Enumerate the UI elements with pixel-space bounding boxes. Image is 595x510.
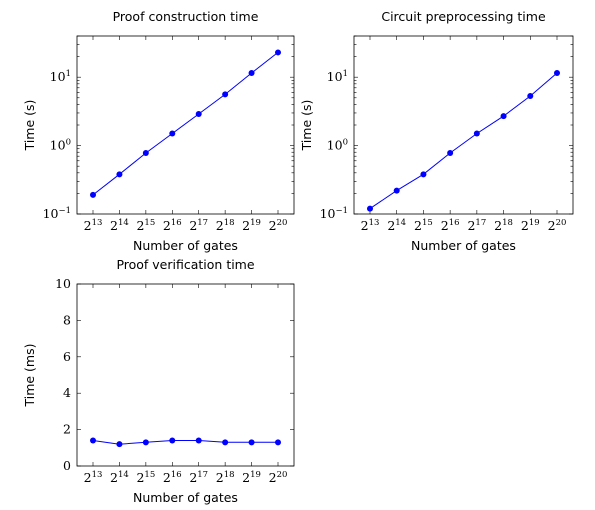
data-point <box>90 437 96 444</box>
y-tick-label: 100 <box>50 138 71 153</box>
data-point <box>248 70 255 77</box>
series-line <box>92 440 278 445</box>
data-point <box>420 171 427 178</box>
x-tick-label: 218 <box>216 218 235 233</box>
x-tick-label: 214 <box>110 218 129 233</box>
y-tick-label: 8 <box>63 312 71 327</box>
x-tick-label: 216 <box>163 218 182 233</box>
x-tick-label: 217 <box>189 218 208 233</box>
x-tick-label: 218 <box>494 218 513 233</box>
y-tick-label: 0 <box>63 458 71 473</box>
y-axis-label: Time (s) <box>299 100 314 152</box>
x-tick-label: 219 <box>521 218 540 233</box>
chart-title: Circuit preprocessing time <box>381 9 546 24</box>
x-tick-label: 213 <box>84 218 103 233</box>
x-tick-label: 220 <box>269 470 288 485</box>
chart-panel-2: Circuit preprocessing time Number of gate… <box>299 9 574 253</box>
y-tick-label: 6 <box>63 349 71 364</box>
data-point <box>169 130 176 137</box>
x-axis-label: Number of gates <box>133 238 238 253</box>
series-line <box>369 72 558 210</box>
data-point <box>248 439 255 446</box>
x-tick-label: 217 <box>189 470 208 485</box>
x-tick-label: 214 <box>387 218 406 233</box>
data-point <box>222 439 229 446</box>
data-point <box>195 110 202 117</box>
data-point <box>554 70 560 77</box>
y-tick-label: 100 <box>327 138 348 153</box>
y-axis-label: Time (ms) <box>22 343 37 407</box>
y-tick-label: 101 <box>327 69 348 84</box>
y-tick-label: 4 <box>63 385 71 400</box>
data-point <box>142 149 149 156</box>
x-tick-label: 216 <box>163 470 182 485</box>
data-point <box>367 205 373 212</box>
data-point <box>142 439 149 446</box>
x-tick-label: 215 <box>136 470 155 485</box>
data-point <box>275 439 281 446</box>
data-point <box>500 113 507 120</box>
x-tick-label: 216 <box>441 218 460 233</box>
x-tick-label: 215 <box>414 218 433 233</box>
chart-title: Proof verification time <box>116 257 254 272</box>
data-point <box>116 441 123 448</box>
data-point <box>527 93 534 100</box>
y-axis-label: Time (s) <box>22 100 37 152</box>
x-tick-label: 213 <box>84 470 103 485</box>
x-tick-label: 220 <box>548 218 567 233</box>
data-point <box>195 437 202 444</box>
data-point <box>169 437 176 444</box>
x-tick-label: 215 <box>136 218 155 233</box>
x-tick-label: 218 <box>216 470 235 485</box>
x-tick-label: 220 <box>269 218 288 233</box>
x-tick-label: 219 <box>242 470 261 485</box>
chart-panel-1: Proof construction time Number of gates Ti… <box>22 9 295 253</box>
y-tick-label: 10 <box>55 276 71 291</box>
y-tick-label: 2 <box>63 422 71 437</box>
data-point <box>447 149 454 156</box>
chart-title: Proof construction time <box>113 9 259 24</box>
data-point <box>116 171 123 178</box>
x-tick-label: 217 <box>467 218 486 233</box>
series-line <box>92 52 279 196</box>
plot-frame <box>76 35 295 215</box>
y-tick-label: 10−1 <box>320 206 348 221</box>
x-tick-label: 214 <box>110 470 129 485</box>
data-point <box>473 130 480 137</box>
chart-panel-3: Proof verification time Number of gates Ti… <box>22 257 295 505</box>
data-point <box>393 187 400 194</box>
data-point <box>275 49 281 56</box>
plot-frame <box>353 35 574 215</box>
plot-frame <box>76 283 295 467</box>
x-tick-label: 213 <box>361 218 380 233</box>
x-axis-label: Number of gates <box>411 238 516 253</box>
x-tick-label: 219 <box>242 218 261 233</box>
y-tick-label: 101 <box>50 69 71 84</box>
x-axis-label: Number of gates <box>133 490 238 505</box>
y-tick-label: 10−1 <box>43 206 71 221</box>
data-point <box>90 191 96 198</box>
data-point <box>222 91 229 98</box>
